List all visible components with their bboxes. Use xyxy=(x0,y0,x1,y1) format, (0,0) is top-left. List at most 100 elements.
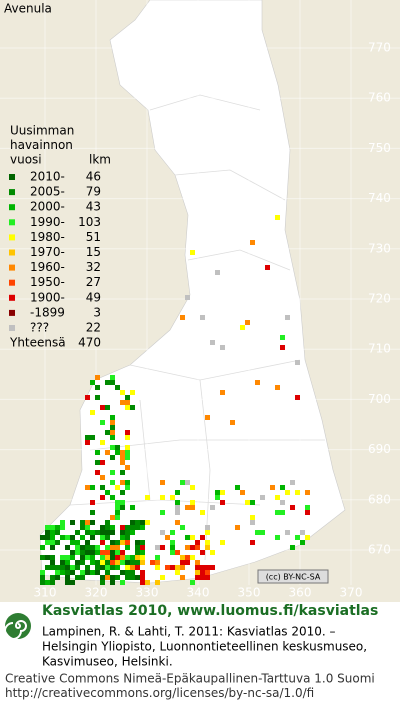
occurrence-square xyxy=(105,570,110,575)
occurrence-square xyxy=(125,465,130,470)
occurrence-square xyxy=(105,525,110,530)
occurrence-square xyxy=(95,560,100,565)
occurrence-square xyxy=(110,375,115,380)
occurrence-square xyxy=(110,575,115,580)
occurrence-square xyxy=(190,500,195,505)
occurrence-square xyxy=(40,575,45,580)
occurrence-square xyxy=(85,395,90,400)
occurrence-square xyxy=(80,555,85,560)
occurrence-square xyxy=(80,535,85,540)
occurrence-square xyxy=(65,565,70,570)
occurrence-square xyxy=(70,520,75,525)
occurrence-square xyxy=(60,570,65,575)
occurrence-square xyxy=(125,530,130,535)
occurrence-square xyxy=(170,565,175,570)
occurrence-square xyxy=(65,560,70,565)
occurrence-square xyxy=(65,575,70,580)
occurrence-square xyxy=(160,530,165,535)
occurrence-square xyxy=(170,540,175,545)
occurrence-square xyxy=(115,515,120,520)
occurrence-square xyxy=(40,570,45,575)
occurrence-square xyxy=(125,485,130,490)
occurrence-square xyxy=(140,540,145,545)
occurrence-square xyxy=(195,545,200,550)
occurrence-square xyxy=(85,525,90,530)
occurrence-square xyxy=(115,555,120,560)
occurrence-square xyxy=(100,420,105,425)
legend-count: 103 xyxy=(78,215,101,229)
occurrence-square xyxy=(80,575,85,580)
occurrence-square xyxy=(285,315,290,320)
occurrence-square xyxy=(120,450,125,455)
occurrence-square xyxy=(95,375,100,380)
occurrence-square xyxy=(210,340,215,345)
occurrence-square xyxy=(120,550,125,555)
occurrence-square xyxy=(125,450,130,455)
occurrence-square xyxy=(125,565,130,570)
occurrence-square xyxy=(80,570,85,575)
occurrence-square xyxy=(125,430,130,435)
occurrence-square xyxy=(95,450,100,455)
occurrence-square xyxy=(255,530,260,535)
occurrence-square xyxy=(280,335,285,340)
occurrence-square xyxy=(145,520,150,525)
occurrence-square xyxy=(120,500,125,505)
occurrence-square xyxy=(135,550,140,555)
occurrence-square xyxy=(120,505,125,510)
occurrence-square xyxy=(90,555,95,560)
occurrence-square xyxy=(100,555,105,560)
occurrence-square xyxy=(280,485,285,490)
legend-heading: vuosi xyxy=(10,153,42,167)
occurrence-square xyxy=(185,555,190,560)
occurrence-square xyxy=(50,580,55,585)
occurrence-square xyxy=(195,570,200,575)
occurrence-square xyxy=(185,535,190,540)
north-label: 690 xyxy=(368,442,391,456)
legend-label: 1960- xyxy=(30,260,65,274)
occurrence-square xyxy=(95,565,100,570)
north-label: 710 xyxy=(368,342,391,356)
occurrence-square xyxy=(215,270,220,275)
occurrence-square xyxy=(50,560,55,565)
occurrence-square xyxy=(220,390,225,395)
occurrence-square xyxy=(130,560,135,565)
occurrence-square xyxy=(205,575,210,580)
occurrence-square xyxy=(125,435,130,440)
occurrence-square xyxy=(170,530,175,535)
occurrence-square xyxy=(55,565,60,570)
occurrence-square xyxy=(60,560,65,565)
occurrence-square xyxy=(190,485,195,490)
legend-swatch xyxy=(9,204,15,211)
occurrence-square xyxy=(105,530,110,535)
occurrence-square xyxy=(195,560,200,565)
legend-count-heading: lkm xyxy=(89,153,111,167)
occurrence-square xyxy=(65,570,70,575)
legend-label: 2000- xyxy=(30,200,65,214)
occurrence-square xyxy=(95,530,100,535)
occurrence-square xyxy=(200,570,205,575)
occurrence-square xyxy=(110,565,115,570)
occurrence-square xyxy=(65,580,70,585)
occurrence-square xyxy=(180,555,185,560)
occurrence-square xyxy=(170,495,175,500)
license-line: http://creativecommons.org/licenses/by-n… xyxy=(5,686,314,700)
occurrence-square xyxy=(85,440,90,445)
occurrence-square xyxy=(210,505,215,510)
occurrence-square xyxy=(190,505,195,510)
legend-total-label: Yhteensä xyxy=(9,336,66,350)
occurrence-square xyxy=(120,490,125,495)
occurrence-square xyxy=(180,565,185,570)
occurrence-square xyxy=(110,435,115,440)
occurrence-square xyxy=(45,525,50,530)
occurrence-square xyxy=(200,550,205,555)
occurrence-square xyxy=(275,385,280,390)
occurrence-square xyxy=(165,535,170,540)
occurrence-square xyxy=(120,400,125,405)
occurrence-square xyxy=(250,515,255,520)
occurrence-square xyxy=(85,545,90,550)
occurrence-square xyxy=(50,540,55,545)
occurrence-square xyxy=(130,575,135,580)
occurrence-square xyxy=(250,500,255,505)
occurrence-square xyxy=(105,520,110,525)
legend-label: -1899 xyxy=(30,305,65,319)
